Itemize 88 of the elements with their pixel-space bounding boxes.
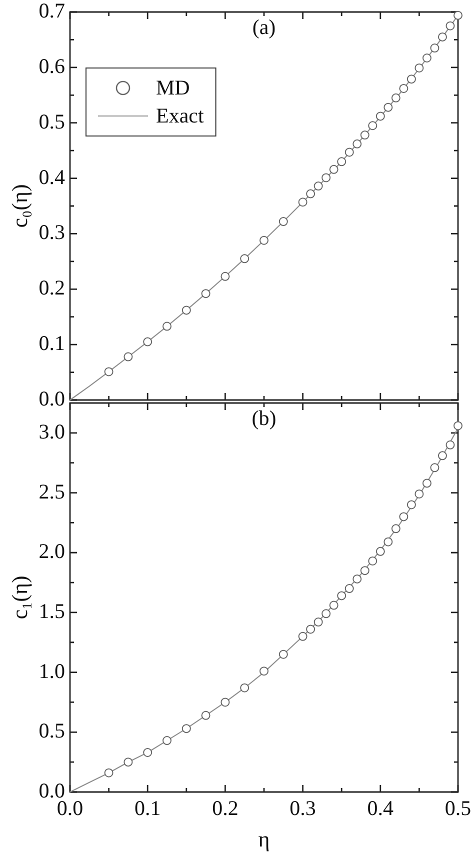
y-tick-label: 0.7 bbox=[38, 0, 65, 23]
y-tick-label: 0.3 bbox=[38, 220, 65, 244]
point bbox=[454, 421, 462, 430]
point bbox=[368, 556, 378, 566]
point bbox=[344, 584, 354, 594]
point bbox=[104, 367, 114, 376]
point bbox=[438, 32, 447, 42]
legend-label: Exact bbox=[156, 104, 204, 128]
point bbox=[143, 337, 152, 346]
y-tick-label: 0.2 bbox=[38, 276, 65, 300]
point bbox=[314, 182, 323, 191]
point bbox=[329, 164, 338, 174]
point bbox=[399, 512, 408, 522]
y-axis-title: c₀(η) bbox=[6, 184, 32, 228]
point bbox=[162, 322, 172, 331]
point bbox=[143, 748, 152, 757]
point bbox=[399, 84, 408, 93]
point bbox=[278, 217, 288, 226]
y-axis-title: c₁(η) bbox=[6, 576, 32, 620]
point bbox=[337, 157, 346, 166]
point bbox=[344, 148, 354, 157]
point bbox=[322, 609, 331, 618]
point bbox=[391, 524, 400, 534]
point bbox=[454, 10, 462, 20]
y-tick-label: 2.0 bbox=[38, 539, 65, 564]
point bbox=[384, 537, 393, 546]
annotation: (a) bbox=[252, 15, 276, 40]
x-tick-label: 0.1 bbox=[134, 796, 161, 820]
x-tick-label: 0.3 bbox=[290, 796, 316, 820]
point bbox=[322, 173, 331, 182]
point bbox=[162, 736, 172, 746]
point bbox=[260, 236, 268, 245]
point bbox=[406, 74, 416, 84]
point bbox=[337, 591, 346, 600]
y-tick-label: 0.6 bbox=[38, 54, 65, 78]
point bbox=[298, 632, 308, 641]
x-tick-label: 0.5 bbox=[444, 796, 472, 820]
y-tick-label: 1.0 bbox=[38, 658, 65, 683]
point bbox=[278, 650, 288, 659]
x-tick-label: 0.4 bbox=[367, 796, 394, 820]
point bbox=[360, 566, 370, 576]
point bbox=[430, 463, 440, 472]
point bbox=[240, 254, 250, 264]
point bbox=[446, 440, 455, 450]
point bbox=[182, 306, 191, 315]
point bbox=[124, 352, 133, 362]
point bbox=[414, 489, 424, 498]
y-tick-label: 0.5 bbox=[38, 718, 65, 743]
y-tick-label: 0.4 bbox=[38, 164, 66, 189]
y-tick-label: 1.5 bbox=[38, 598, 65, 623]
point bbox=[422, 54, 432, 63]
y-tick-label: 0.0 bbox=[38, 386, 65, 411]
point bbox=[306, 624, 316, 634]
legend-label: MD bbox=[156, 76, 190, 100]
point bbox=[406, 500, 416, 510]
point bbox=[430, 44, 440, 53]
point bbox=[352, 139, 362, 148]
point bbox=[298, 198, 308, 207]
point bbox=[384, 102, 393, 112]
point bbox=[124, 758, 133, 767]
point bbox=[414, 63, 424, 72]
point bbox=[314, 618, 323, 627]
x-tick-label: 0.2 bbox=[212, 796, 238, 820]
point bbox=[220, 698, 230, 707]
x-axis-title: η bbox=[258, 826, 270, 852]
point bbox=[352, 574, 362, 584]
point bbox=[240, 683, 250, 692]
point bbox=[360, 130, 370, 140]
y-tick-label: 0.1 bbox=[38, 331, 65, 356]
point bbox=[104, 768, 114, 778]
y-tick-label: 3.0 bbox=[38, 419, 65, 444]
point bbox=[368, 121, 378, 130]
point bbox=[201, 289, 210, 298]
point bbox=[306, 189, 316, 198]
point bbox=[446, 21, 455, 30]
point bbox=[438, 451, 447, 460]
point bbox=[201, 710, 210, 720]
point bbox=[260, 666, 268, 676]
point bbox=[329, 600, 338, 610]
point bbox=[391, 93, 400, 102]
annotation: (b) bbox=[252, 406, 276, 430]
y-tick-label: 0.5 bbox=[38, 109, 65, 134]
point bbox=[376, 112, 385, 121]
point bbox=[376, 546, 385, 556]
point bbox=[422, 478, 432, 488]
y-tick-label: 2.5 bbox=[38, 479, 65, 504]
point bbox=[182, 724, 191, 734]
point bbox=[220, 272, 230, 281]
